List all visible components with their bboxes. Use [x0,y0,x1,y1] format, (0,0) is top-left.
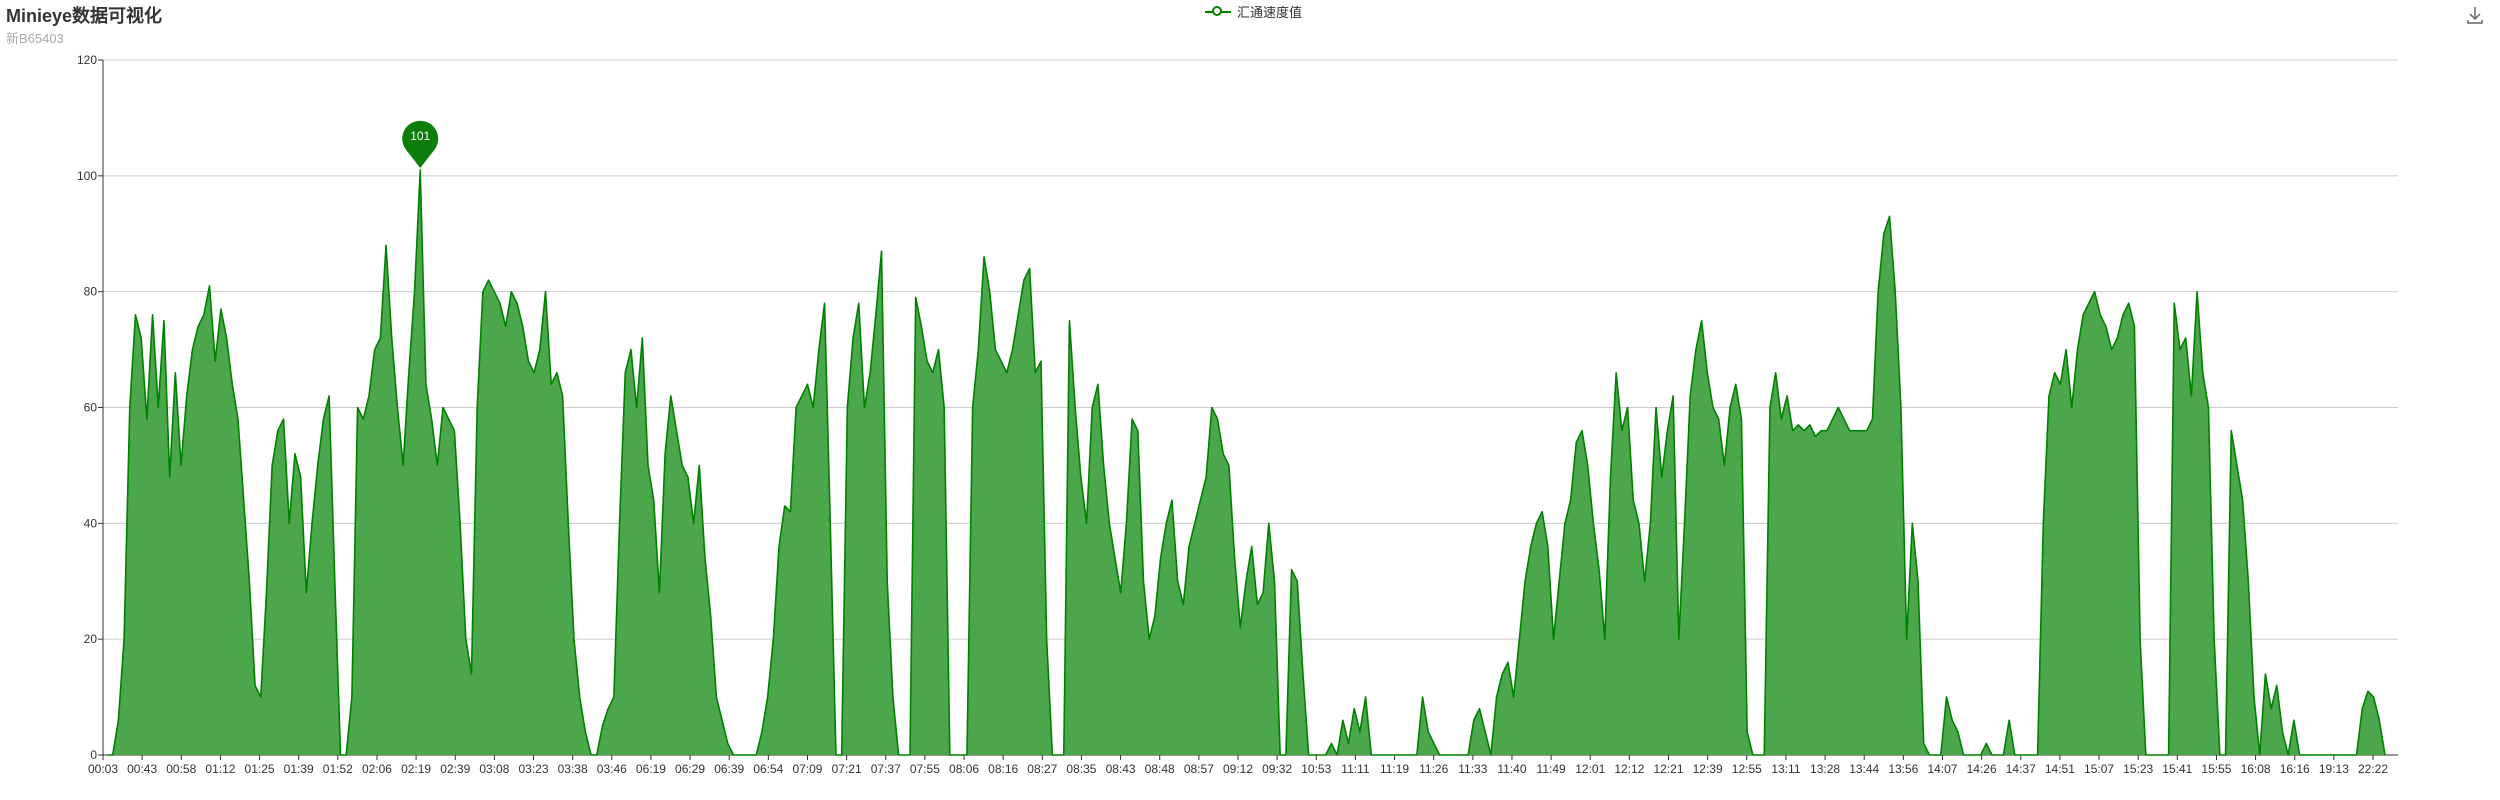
x-tick-label: 03:38 [558,762,588,776]
x-tick-label: 00:58 [166,762,196,776]
x-tick-label: 11:40 [1497,762,1526,776]
y-tick-label: 60 [84,401,98,415]
chart-title: Minieye数据可视化 [6,6,163,26]
x-tick-label: 02:06 [362,762,392,776]
x-tick-label: 03:23 [519,762,549,776]
x-tick-label: 09:32 [1262,762,1292,776]
x-tick-label: 08:06 [949,762,979,776]
x-tick-label: 11:26 [1419,762,1448,776]
x-tick-label: 08:16 [988,762,1018,776]
x-tick-label: 22:22 [2358,762,2388,776]
x-tick-label: 06:19 [636,762,666,776]
x-tick-label: 08:57 [1184,762,1214,776]
x-tick-label: 02:39 [440,762,470,776]
x-tick-label: 13:28 [1810,762,1840,776]
x-tick-label: 08:43 [1106,762,1136,776]
series-area [107,170,2385,756]
x-tick-label: 11:33 [1458,762,1487,776]
x-tick-label: 14:26 [1967,762,1997,776]
x-tick-label: 11:19 [1380,762,1409,776]
x-tick-label: 14:37 [2006,762,2036,776]
x-tick-label: 11:11 [1341,762,1370,776]
x-tick-label: 06:29 [675,762,705,776]
legend-item[interactable]: 汇通速度值 [1205,2,1302,21]
download-icon[interactable] [2464,4,2486,26]
x-tick-label: 03:46 [597,762,627,776]
x-tick-label: 13:56 [1888,762,1918,776]
max-marker-label: 101 [410,129,430,143]
y-tick-label: 0 [90,748,97,762]
x-tick-label: 19:13 [2319,762,2349,776]
x-tick-label: 13:11 [1771,762,1800,776]
chart-subtitle: 新B65403 [6,31,64,46]
legend-symbol-icon [1205,5,1231,19]
x-tick-label: 15:41 [2162,762,2192,776]
x-tick-label: 07:21 [832,762,862,776]
x-tick-label: 00:43 [127,762,157,776]
y-tick-label: 80 [84,285,98,299]
x-tick-label: 06:54 [753,762,783,776]
x-tick-label: 01:12 [205,762,235,776]
x-tick-label: 00:03 [88,762,118,776]
x-tick-label: 15:07 [2084,762,2114,776]
x-tick-label: 06:39 [714,762,744,776]
x-tick-label: 14:07 [1927,762,1957,776]
x-tick-label: 02:19 [401,762,431,776]
x-tick-label: 08:35 [1066,762,1096,776]
x-tick-label: 15:55 [2201,762,2231,776]
x-tick-label: 11:49 [1537,762,1566,776]
y-tick-label: 120 [77,53,97,67]
x-tick-label: 01:52 [323,762,353,776]
x-tick-label: 08:27 [1027,762,1057,776]
legend-label: 汇通速度值 [1237,5,1303,20]
x-tick-label: 12:21 [1654,762,1684,776]
x-tick-label: 12:01 [1575,762,1605,776]
y-tick-label: 100 [77,169,97,183]
x-tick-label: 01:39 [284,762,314,776]
x-tick-label: 14:51 [2045,762,2075,776]
y-tick-label: 20 [84,632,98,646]
x-tick-label: 09:12 [1223,762,1253,776]
x-tick-label: 12:39 [1693,762,1723,776]
x-tick-label: 01:25 [245,762,275,776]
x-tick-label: 12:12 [1614,762,1644,776]
y-tick-label: 40 [84,516,98,530]
x-tick-label: 16:08 [2241,762,2271,776]
x-tick-label: 07:37 [871,762,901,776]
x-tick-label: 07:55 [910,762,940,776]
x-tick-label: 07:09 [792,762,822,776]
x-tick-label: 10:53 [1301,762,1331,776]
x-tick-label: 12:55 [1732,762,1762,776]
x-tick-label: 08:48 [1145,762,1175,776]
x-tick-label: 16:16 [2280,762,2310,776]
x-tick-label: 03:08 [479,762,509,776]
max-marker-pin[interactable] [402,120,439,169]
x-tick-label: 15:23 [2123,762,2153,776]
x-tick-label: 13:44 [1849,762,1879,776]
